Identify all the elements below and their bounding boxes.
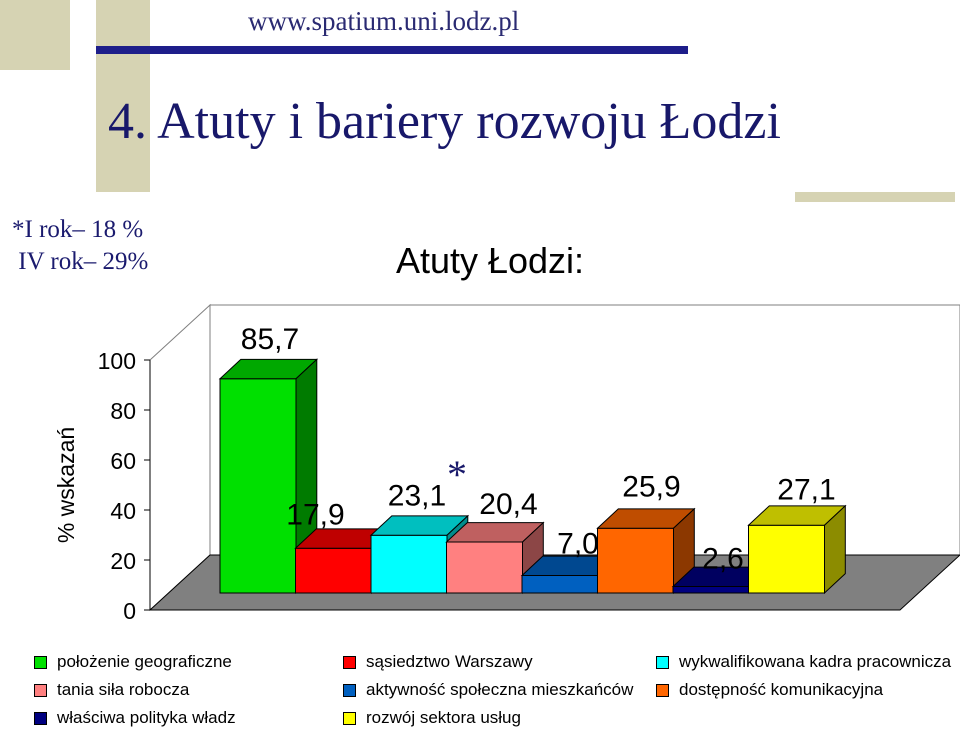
bar-front: [672, 586, 750, 594]
legend-swatch: [656, 683, 669, 697]
legend-label: sąsiedztwo Warszawy: [366, 652, 533, 671]
bar-front: [446, 541, 523, 594]
legend-item: tania siła robocza: [34, 680, 189, 700]
legend-swatch: [34, 655, 47, 669]
legend-swatch: [343, 683, 356, 697]
survey-note-line-1: *I rok– 18 %: [12, 216, 144, 243]
legend-label: właściwa polityka władz: [57, 708, 236, 727]
bar-annotation-asterisk: *: [447, 452, 467, 497]
bar-front: [521, 575, 599, 594]
website-url[interactable]: www.spatium.uni.lodz.pl: [248, 6, 520, 36]
bar-value-label: 7,0: [557, 528, 599, 561]
survey-note-line-2: IV rok– 29%: [12, 248, 149, 275]
deco-khaki-right-line: [795, 192, 955, 202]
y-tick-label: 0: [123, 598, 136, 624]
bar-front: [597, 527, 674, 594]
y-tick-label: 80: [110, 398, 136, 424]
deco-khaki-corner-square: [0, 0, 70, 70]
legend-swatch: [656, 655, 669, 669]
legend-label: aktywność społeczna mieszkańców: [366, 680, 634, 699]
survey-note: *I rok– 18 % IV rok– 29%: [12, 214, 148, 278]
legend-swatch: [34, 683, 47, 697]
legend-swatch: [343, 655, 356, 669]
bar-side: [824, 504, 846, 595]
bar-value-label: 20,4: [479, 488, 537, 521]
bar-value-label: 17,9: [286, 498, 344, 531]
legend-swatch: [343, 711, 356, 725]
chart-legend: położenie geograficzne sąsiedztwo Warszaw…: [0, 650, 960, 740]
legend-item: właściwa polityka władz: [34, 708, 236, 728]
legend-label: położenie geograficzne: [57, 652, 232, 671]
legend-item: położenie geograficzne: [34, 652, 232, 672]
bar-front: [219, 378, 297, 594]
bar-front: [748, 524, 825, 594]
legend-label: tania siła robocza: [57, 680, 190, 699]
legend-item: aktywność społeczna mieszkańców: [343, 680, 633, 700]
chart-title: Atuty Łodzi:: [396, 240, 584, 281]
y-tick-label: 20: [110, 548, 136, 574]
bar-value-label: 23,1: [388, 479, 446, 512]
legend-item: rozwój sektora usług: [343, 708, 521, 728]
bar-value-label: 25,9: [622, 470, 680, 503]
deco-navy-horizontal-bar: [96, 46, 688, 54]
legend-item: dostępność komunikacyjna: [656, 680, 883, 700]
bar-front: [295, 547, 372, 594]
legend-label: dostępność komunikacyjna: [679, 680, 884, 699]
y-tick-label: 100: [98, 348, 136, 374]
bar-value-label: 85,7: [241, 323, 299, 356]
legend-item: wykwalifikowana kadra pracownicza: [656, 652, 951, 672]
y-axis-title: % wskazań: [53, 427, 79, 543]
page-title: 4. Atuty i bariery rozwoju Łodzi: [108, 93, 781, 150]
legend-swatch: [34, 711, 47, 725]
bar-front: [370, 534, 448, 594]
y-tick-label: 40: [110, 498, 136, 524]
legend-label: rozwój sektora usług: [366, 708, 521, 727]
legend-item: sąsiedztwo Warszawy: [343, 652, 533, 672]
y-tick-label: 60: [110, 448, 136, 474]
bar-value-label: 2,6: [702, 543, 744, 576]
deco-khaki-vertical-block: [96, 0, 150, 192]
bar-value-label: 27,1: [777, 473, 835, 506]
legend-label: wykwalifikowana kadra pracownicza: [679, 652, 952, 671]
